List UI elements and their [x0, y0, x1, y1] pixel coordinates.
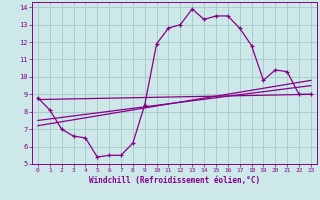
X-axis label: Windchill (Refroidissement éolien,°C): Windchill (Refroidissement éolien,°C)	[89, 176, 260, 185]
